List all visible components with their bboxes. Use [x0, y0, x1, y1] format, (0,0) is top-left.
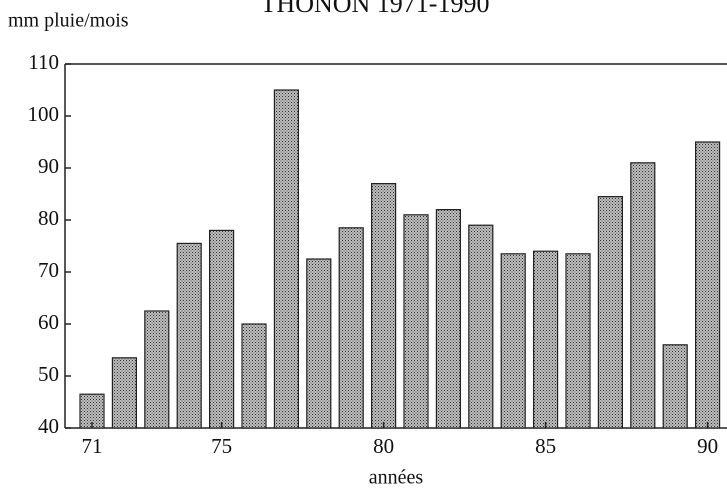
bar [144, 310, 170, 429]
bar [532, 250, 559, 429]
bar [371, 183, 397, 429]
bar [565, 253, 591, 429]
x-axis-label: années [369, 467, 424, 489]
bar [338, 227, 364, 429]
bar [468, 224, 494, 429]
bar [662, 344, 688, 429]
bar [111, 357, 138, 429]
x-tick-label: 71 [82, 434, 103, 458]
chart-title: THONON 1971-1990 [261, 0, 490, 18]
y-tick-label: 70 [38, 258, 59, 282]
y-tick-label: 90 [38, 154, 59, 178]
bar [435, 209, 461, 429]
bar [403, 214, 429, 429]
bar [306, 258, 332, 429]
x-tick-label: 90 [697, 434, 718, 458]
bar [694, 141, 721, 429]
y-tick-label: 50 [38, 362, 59, 386]
bar [597, 196, 624, 429]
bar [273, 89, 299, 429]
bar [209, 229, 235, 429]
bar [500, 253, 526, 429]
bar [241, 323, 267, 429]
bar [176, 242, 202, 429]
x-tick-label: 85 [535, 434, 556, 458]
y-tick-label: 60 [38, 310, 59, 334]
y-axis-label: mm pluie/mois [8, 10, 129, 32]
x-tick-label: 75 [211, 434, 232, 458]
y-tick-label: 40 [38, 414, 59, 438]
bar [630, 162, 656, 429]
y-tick-label: 80 [38, 206, 59, 230]
y-tick-label: 110 [28, 50, 59, 74]
x-tick-label: 80 [373, 434, 394, 458]
y-tick-label: 100 [28, 102, 60, 126]
